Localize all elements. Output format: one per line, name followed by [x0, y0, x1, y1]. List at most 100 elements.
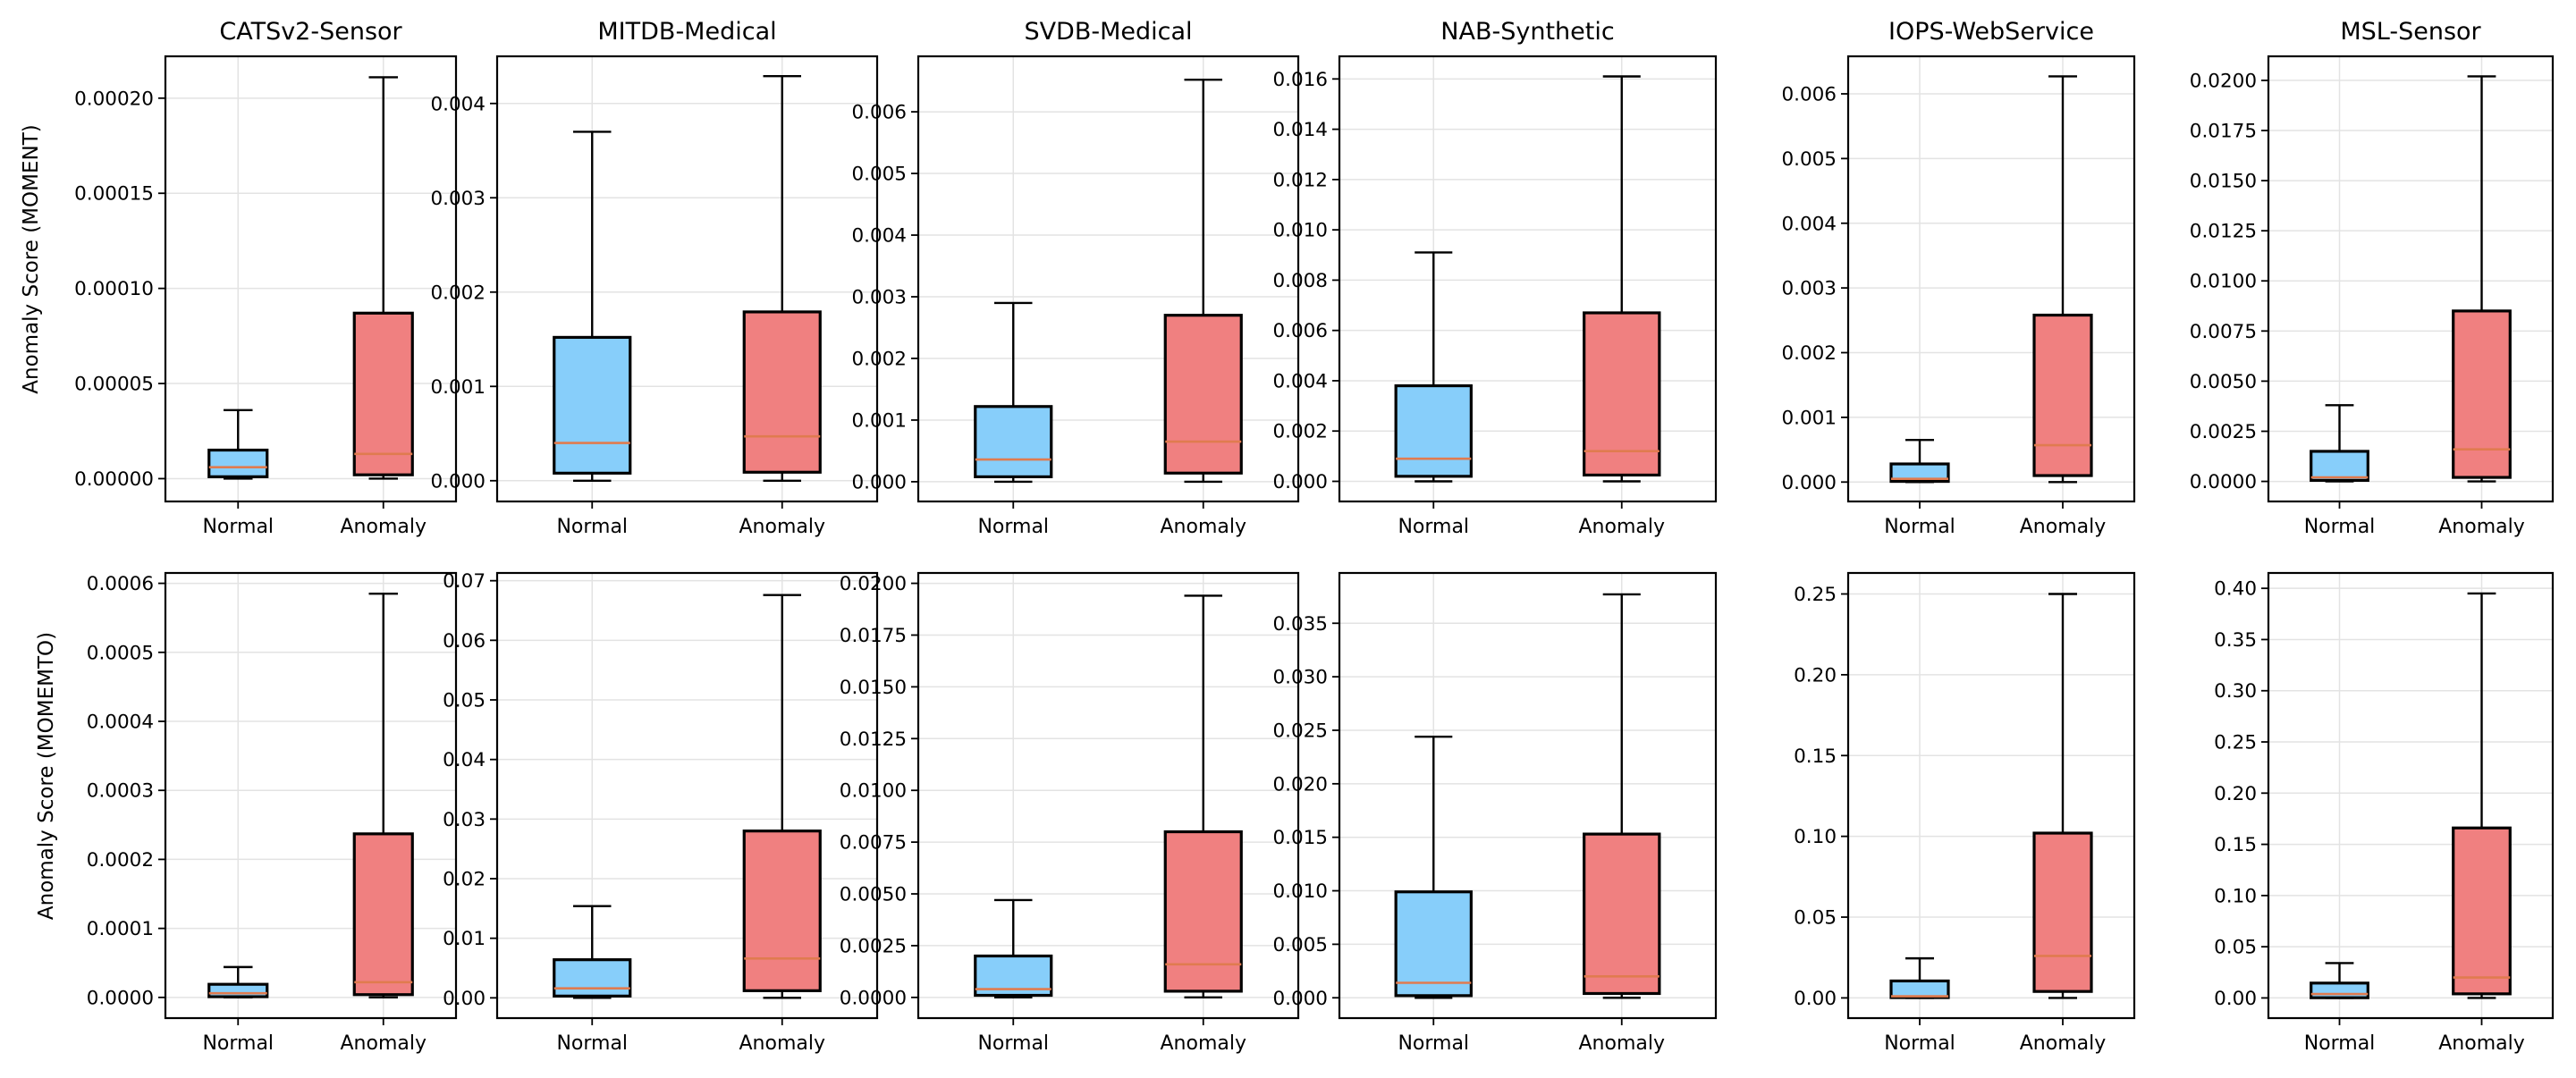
y-tick-label: 0.000 [851, 471, 907, 493]
y-tick-label: 0.002 [1272, 421, 1328, 443]
axes-frame [916, 55, 1300, 503]
y-tick-label: 0.0125 [2190, 221, 2257, 243]
iqr-box [1889, 462, 1950, 484]
y-tick-label: 0.0050 [2190, 371, 2257, 393]
y-tick-label: 0.00010 [74, 278, 154, 300]
y-tick-label: 0.0006 [87, 573, 154, 595]
panel-r1-c5: 0.000 0.001 0.002 0.003 0.004 0.005 0.006 Norma… [1781, 18, 2136, 538]
y-tick-label: 0.30 [2214, 680, 2257, 703]
y-tick-label: 0.002 [430, 282, 486, 304]
y-tick-label: 0.0025 [840, 935, 907, 957]
panel-r2-c4: 0.000 0.005 0.010 0.015 0.020 0.025 0.030 0.035… [1272, 571, 1718, 1055]
x-tick-label-anomaly: Anomaly [2438, 1032, 2525, 1055]
axes-frame [164, 571, 458, 1020]
y-tick-label: 0.001 [430, 376, 486, 399]
y-tick-label: 0.0200 [840, 573, 907, 595]
x-tick-label-normal: Normal [977, 1032, 1049, 1055]
y-tick-label: 0.000 [1272, 471, 1328, 493]
iqr-box [1394, 383, 1473, 478]
y-tick-label: 0.008 [1272, 270, 1328, 292]
y-tick-label: 0.15 [2214, 834, 2257, 856]
y-tick-label: 0.05 [443, 690, 486, 712]
y-tick-label: 0.0150 [840, 677, 907, 699]
x-tick-label-anomaly: Anomaly [1161, 516, 1247, 538]
x-tick-label-normal: Normal [202, 516, 274, 538]
y-tick-label: 0.00020 [74, 88, 154, 110]
anomaly-box [352, 76, 414, 480]
y-tick-label: 0.05 [2214, 937, 2257, 959]
y-tick-label: 0.003 [851, 287, 907, 309]
y-tick-label: 0.004 [430, 93, 486, 115]
x-tick-label-normal: Normal [1398, 1032, 1469, 1055]
y-tick-label: 0.25 [1794, 584, 1837, 606]
normal-box [974, 301, 1053, 484]
x-tick-label-anomaly: Anomaly [739, 1032, 826, 1055]
x-tick-label-anomaly: Anomaly [2020, 516, 2107, 538]
panel-title: MSL-Sensor [2340, 18, 2481, 46]
iqr-box [1394, 890, 1473, 998]
y-tick-label: 0.0005 [87, 642, 154, 664]
y-tick-label: 0.004 [1272, 370, 1328, 392]
axes-frame [1338, 55, 1718, 503]
y-tick-label: 0.00005 [74, 374, 154, 396]
iqr-box [553, 335, 632, 475]
y-tick-label: 0.05 [1794, 907, 1837, 930]
x-tick-label-anomaly: Anomaly [2438, 516, 2525, 538]
y-tick-label: 0.005 [851, 164, 907, 186]
y-tick-label: 0.0075 [2190, 321, 2257, 343]
y-tick-label: 0.016 [1272, 69, 1328, 91]
y-tick-label: 0.0050 [840, 884, 907, 906]
axes-frame [495, 55, 879, 503]
axes-frame [2267, 571, 2555, 1020]
y-tick-label: 0.020 [1272, 773, 1328, 796]
anomaly-box [2452, 75, 2512, 483]
panel-r1-c3: 0.000 0.001 0.002 0.003 0.004 0.005 0.006 Norma… [851, 18, 1300, 538]
y-tick-label: 0.00 [443, 988, 486, 1010]
panel-r1-c2: 0.000 0.001 0.002 0.003 0.004 Normal Anomaly MI… [430, 18, 879, 538]
x-tick-label-normal: Normal [1398, 516, 1469, 538]
y-tick-label: 0.07 [443, 570, 486, 593]
iqr-box [1889, 979, 1950, 999]
y-tick-label: 0.030 [1272, 667, 1328, 689]
panel-r2-c3: 0.0000 0.0025 0.0050 0.0075 0.0100 0.0125 0.01… [840, 571, 1300, 1055]
panel-r1-c4: 0.000 0.002 0.004 0.006 0.008 0.010 0.012 0.014… [1272, 18, 1718, 538]
y-tick-label: 0.002 [1781, 342, 1837, 365]
iqr-box [2452, 826, 2512, 996]
x-tick-label-normal: Normal [556, 1032, 628, 1055]
normal-box [1889, 956, 1950, 999]
normal-box [2310, 962, 2369, 999]
iqr-box [1583, 311, 1661, 477]
y-tick-label: 0.04 [443, 749, 486, 771]
y-tick-label: 0.00015 [74, 183, 154, 206]
panel-title: SVDB-Medical [1024, 18, 1192, 46]
y-tick-label: 0.01 [443, 928, 486, 950]
normal-box [1394, 735, 1473, 999]
x-tick-label-anomaly: Anomaly [1579, 516, 1666, 538]
y-tick-label: 0.015 [1272, 827, 1328, 849]
x-tick-label-normal: Normal [1884, 1032, 1955, 1055]
panel-title: NAB-Synthetic [1440, 18, 1614, 46]
y-tick-label: 0.000 [1781, 472, 1837, 494]
y-tick-label: 0.004 [851, 225, 907, 248]
y-axis-label-row-2: Anomaly Score (MOMEMTO) [35, 632, 58, 920]
iqr-box [2032, 831, 2093, 993]
anomaly-box [1163, 594, 1243, 999]
y-tick-label: 0.006 [1781, 83, 1837, 105]
axes-frame [164, 55, 458, 503]
y-tick-label: 0.20 [1794, 664, 1837, 686]
anomaly-box [2032, 593, 2093, 999]
y-tick-label: 0.010 [1272, 880, 1328, 903]
y-tick-label: 0.0004 [87, 712, 154, 734]
normal-box [1889, 439, 1950, 484]
axes-frame [1846, 571, 2136, 1020]
normal-box [1394, 251, 1473, 483]
iqr-box [2452, 309, 2512, 479]
anomaly-box [1583, 75, 1661, 483]
y-tick-label: 0.0175 [2190, 121, 2257, 143]
y-tick-label: 0.00 [1794, 988, 1837, 1010]
iqr-box [352, 832, 414, 997]
anomaly-box [1163, 79, 1243, 484]
y-tick-label: 0.06 [443, 630, 486, 653]
y-tick-label: 0.003 [430, 188, 486, 210]
axes-frame [1846, 55, 2136, 503]
